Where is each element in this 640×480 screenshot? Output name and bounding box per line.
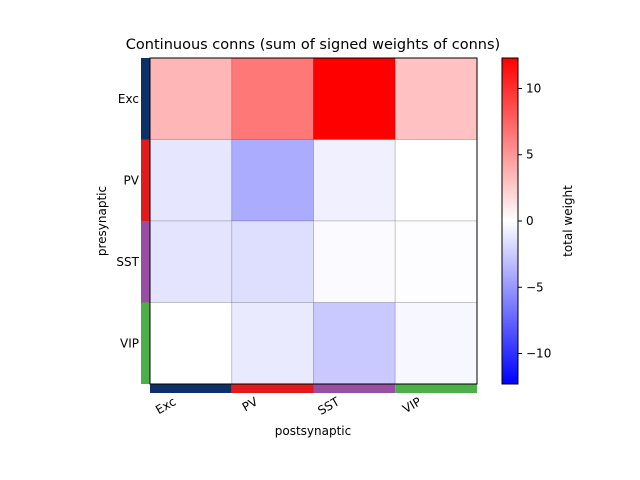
row-tick-label-vip: VIP xyxy=(120,336,139,350)
row-tick-label-pv: PV xyxy=(124,173,140,187)
y-axis-label: presynaptic xyxy=(95,186,109,256)
column-group-bar-vip xyxy=(395,384,477,393)
heatmap-cell-sst-exc xyxy=(149,220,233,303)
row-group-bar-exc xyxy=(141,58,150,140)
column-tick-label-sst: SST xyxy=(315,394,342,418)
colorbar-tick-label: 0 xyxy=(526,214,534,228)
plot-frame xyxy=(149,57,478,385)
heatmap-cell-exc-exc xyxy=(149,57,233,140)
column-group-bar-sst xyxy=(313,384,396,393)
heatmap-cell-vip-pv xyxy=(231,302,314,385)
colorbar-tick-label: 10 xyxy=(526,81,541,95)
heatmap-cell-sst-pv xyxy=(231,220,314,303)
row-group-bar-vip xyxy=(141,302,150,384)
colorbar-label: total weight xyxy=(561,185,575,257)
column-group-bar-exc xyxy=(150,384,232,393)
row-group-bar-pv xyxy=(141,139,150,221)
colorbar-tick-label: 5 xyxy=(526,148,534,162)
heatmap-cell-sst-sst xyxy=(313,220,396,303)
column-group-bars xyxy=(150,384,477,393)
heatmap-cell-exc-vip xyxy=(394,57,478,140)
colorbar-tick-label: −10 xyxy=(526,347,551,361)
heatmap-cell-exc-pv xyxy=(231,57,314,140)
heatmap-cell-pv-sst xyxy=(313,139,396,222)
heatmap-cell-pv-vip xyxy=(394,139,478,222)
column-tick-label-vip: VIP xyxy=(400,394,423,416)
heatmap-cell-exc-sst xyxy=(313,57,396,140)
chart-title: Continuous conns (sum of signed weights … xyxy=(126,37,500,53)
column-tick-label-pv: PV xyxy=(240,394,261,414)
heatmap-cell-pv-exc xyxy=(149,139,233,222)
column-group-bar-pv xyxy=(231,384,314,393)
heatmap-cell-sst-vip xyxy=(394,220,478,303)
heatmap-cell-pv-pv xyxy=(231,139,314,222)
heatmap-cells xyxy=(149,57,478,385)
colorbar xyxy=(501,57,519,385)
x-axis-label: postsynaptic xyxy=(275,424,351,438)
row-tick-labels: Exc PV SST VIP xyxy=(116,92,139,351)
column-tick-label-exc: Exc xyxy=(153,394,178,417)
row-tick-label-sst: SST xyxy=(116,255,139,269)
heatmap-cell-vip-sst xyxy=(313,302,396,385)
row-group-bars xyxy=(141,58,150,384)
row-tick-label-exc: Exc xyxy=(118,92,139,106)
column-tick-labels: Exc PV SST VIP xyxy=(153,394,424,418)
colorbar-ticks: −10 −5 0 5 10 xyxy=(518,81,551,361)
heatmap-cell-vip-exc xyxy=(149,302,233,385)
row-group-bar-sst xyxy=(141,221,150,303)
colorbar-tick-label: −5 xyxy=(526,280,544,294)
heatmap-cell-vip-vip xyxy=(394,302,478,385)
